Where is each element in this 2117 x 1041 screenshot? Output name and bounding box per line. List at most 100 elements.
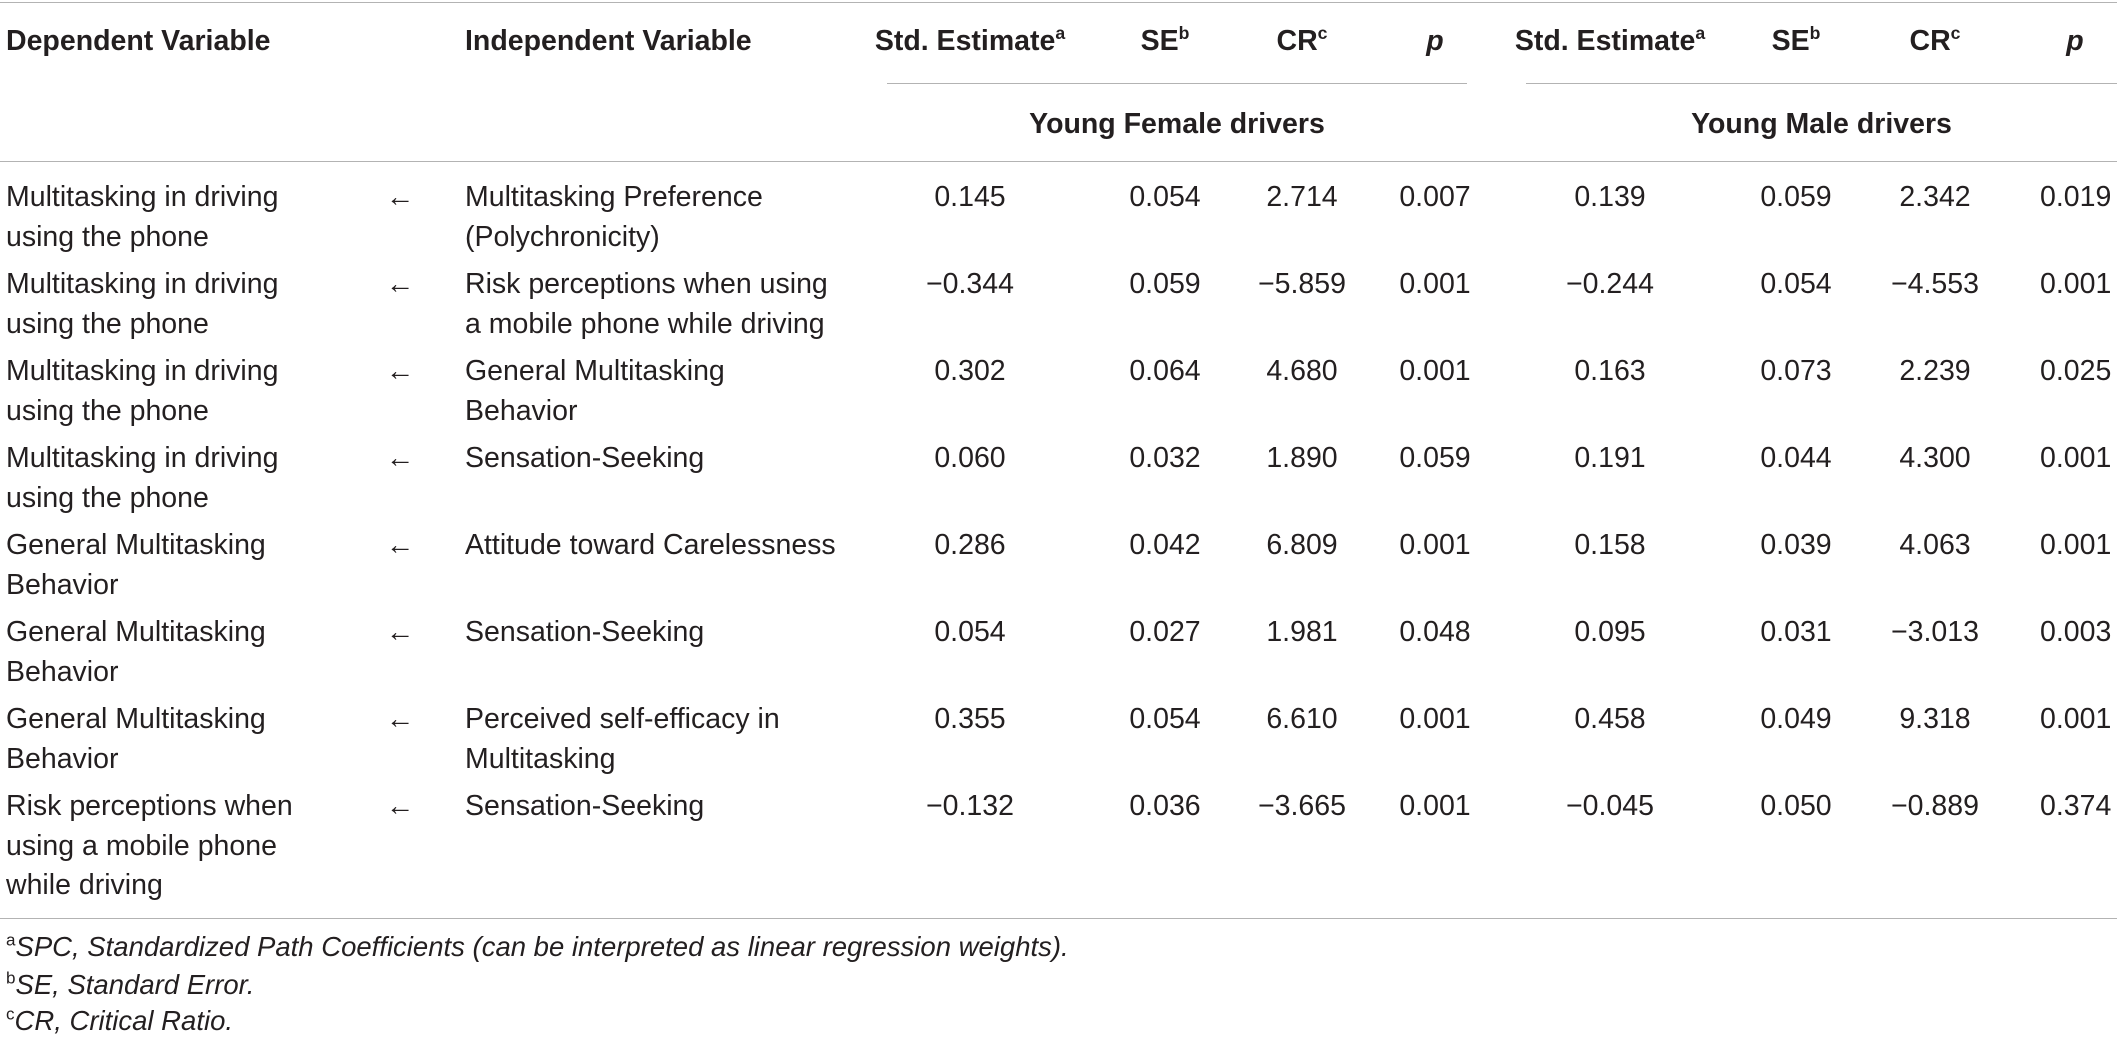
male-std-estimate-cell: 0.458	[1574, 703, 1646, 735]
male-se-cell: 0.054	[1760, 268, 1832, 300]
female-cr-cell: 2.714	[1266, 181, 1338, 213]
footnote-text: SE, Standard Error.	[15, 969, 255, 1000]
dependent-variable-line: Multitasking in driving	[6, 442, 279, 474]
male-cr-cell: −0.889	[1891, 790, 1979, 822]
female-p-cell: 0.001	[1399, 529, 1471, 561]
arrow-left-icon: ←	[385, 529, 415, 561]
footnote-mark: c	[6, 1004, 15, 1024]
dependent-variable-line: while driving	[6, 869, 163, 901]
arrow-left-icon: ←	[385, 355, 415, 387]
header-male-cr: CRc	[1909, 23, 1961, 57]
male-se-cell: 0.044	[1760, 442, 1832, 474]
male-std-estimate-cell: 0.158	[1574, 529, 1646, 561]
female-p-cell: 0.007	[1399, 181, 1471, 213]
table-bottom-rule	[0, 918, 2117, 919]
independent-variable-line: Sensation-Seeking	[465, 442, 705, 474]
female-p-cell: 0.001	[1399, 703, 1471, 735]
female-se-cell: 0.042	[1129, 529, 1201, 561]
dependent-variable-line: Multitasking in driving	[6, 181, 279, 213]
female-group-rule	[887, 83, 1467, 84]
female-se-cell: 0.027	[1129, 616, 1201, 648]
dependent-variable-line: Risk perceptions when	[6, 790, 293, 822]
footnote: cCR, Critical Ratio.	[6, 1002, 233, 1040]
female-cr-cell: 1.981	[1266, 616, 1338, 648]
group-label-female: Young Female drivers	[1029, 108, 1325, 140]
male-p-cell: 0.019	[2040, 181, 2112, 213]
male-se-cell: 0.039	[1760, 529, 1832, 561]
footnote-text: SPC, Standardized Path Coefficients (can…	[15, 931, 1069, 962]
female-std-estimate-cell: 0.302	[934, 355, 1006, 387]
dependent-variable-line: Multitasking in driving	[6, 355, 279, 387]
footnote-mark: a	[6, 930, 16, 950]
male-std-estimate-cell: 0.095	[1574, 616, 1646, 648]
dependent-variable-line: General Multitasking	[6, 616, 266, 648]
independent-variable-line: Perceived self-efficacy in	[465, 703, 780, 735]
female-std-estimate-cell: −0.132	[926, 790, 1014, 822]
male-std-estimate-cell: 0.139	[1574, 181, 1646, 213]
dependent-variable-line: using the phone	[6, 307, 209, 340]
female-cr-cell: 6.610	[1266, 703, 1338, 735]
male-p-cell: 0.001	[2040, 703, 2112, 735]
arrow-left-icon: ←	[385, 703, 415, 735]
arrow-left-icon: ←	[385, 181, 415, 213]
dependent-variable-line: using the phone	[6, 481, 209, 514]
male-se-cell: 0.049	[1760, 703, 1832, 735]
male-p-cell: 0.001	[2040, 268, 2112, 300]
dependent-variable-line: Behavior	[6, 742, 119, 775]
male-se-cell: 0.059	[1760, 181, 1832, 213]
female-cr-cell: 6.809	[1266, 529, 1338, 561]
male-cr-cell: −4.553	[1891, 268, 1979, 300]
header-male-std-estimate: Std. Estimatea	[1514, 23, 1706, 57]
female-p-cell: 0.001	[1399, 355, 1471, 387]
independent-variable-line: Attitude toward Carelessness	[465, 529, 836, 561]
female-p-cell: 0.059	[1399, 442, 1471, 474]
header-female-std-estimate: Std. Estimatea	[874, 23, 1066, 57]
arrow-left-icon: ←	[385, 268, 415, 300]
female-se-cell: 0.036	[1129, 790, 1201, 822]
dependent-variable-line: General Multitasking	[6, 529, 266, 561]
header-male-se: SEb	[1771, 23, 1821, 57]
dependent-variable-line: General Multitasking	[6, 703, 266, 735]
dependent-variable-line: Behavior	[6, 655, 119, 688]
female-std-estimate-cell: 0.060	[934, 442, 1006, 474]
female-cr-cell: 4.680	[1266, 355, 1338, 387]
female-p-cell: 0.001	[1399, 790, 1471, 822]
female-se-cell: 0.032	[1129, 442, 1201, 474]
arrow-left-icon: ←	[385, 616, 415, 648]
male-cr-cell: −3.013	[1891, 616, 1979, 648]
female-cr-cell: −5.859	[1258, 268, 1346, 300]
male-group-rule	[1526, 83, 2117, 84]
female-std-estimate-cell: 0.286	[934, 529, 1006, 561]
dependent-variable-line: Multitasking in driving	[6, 268, 279, 300]
dependent-variable-line: using the phone	[6, 220, 209, 253]
female-se-cell: 0.054	[1129, 181, 1201, 213]
male-p-cell: 0.025	[2040, 355, 2112, 387]
male-std-estimate-cell: −0.244	[1566, 268, 1654, 300]
header-female-cr: CRc	[1276, 23, 1328, 57]
independent-variable-line: General Multitasking	[465, 355, 725, 387]
arrow-left-icon: ←	[385, 790, 415, 822]
female-cr-cell: 1.890	[1266, 442, 1338, 474]
header-independent-variable: Independent Variable	[465, 25, 752, 57]
independent-variable-line: Sensation-Seeking	[465, 790, 705, 822]
male-cr-cell: 2.239	[1899, 355, 1971, 387]
independent-variable-line: Behavior	[465, 394, 578, 427]
male-se-cell: 0.050	[1760, 790, 1832, 822]
header-female-se: SEb	[1140, 23, 1190, 57]
male-se-cell: 0.073	[1760, 355, 1832, 387]
female-std-estimate-cell: −0.344	[926, 268, 1014, 300]
arrow-left-icon: ←	[385, 442, 415, 474]
header-bottom-rule	[0, 161, 2117, 162]
female-p-cell: 0.048	[1399, 616, 1471, 648]
male-std-estimate-cell: 0.163	[1574, 355, 1646, 387]
footnote: bSE, Standard Error.	[6, 966, 254, 1004]
dependent-variable-line: using a mobile phone	[6, 829, 277, 862]
male-p-cell: 0.374	[2040, 790, 2112, 822]
independent-variable-line: Sensation-Seeking	[465, 616, 705, 648]
dependent-variable-line: using the phone	[6, 394, 209, 427]
header-dependent-variable: Dependent Variable	[6, 25, 271, 57]
header-female-p: p	[1426, 25, 1444, 57]
male-p-cell: 0.001	[2040, 529, 2112, 561]
independent-variable-line: (Polychronicity)	[465, 220, 660, 253]
male-std-estimate-cell: 0.191	[1574, 442, 1646, 474]
